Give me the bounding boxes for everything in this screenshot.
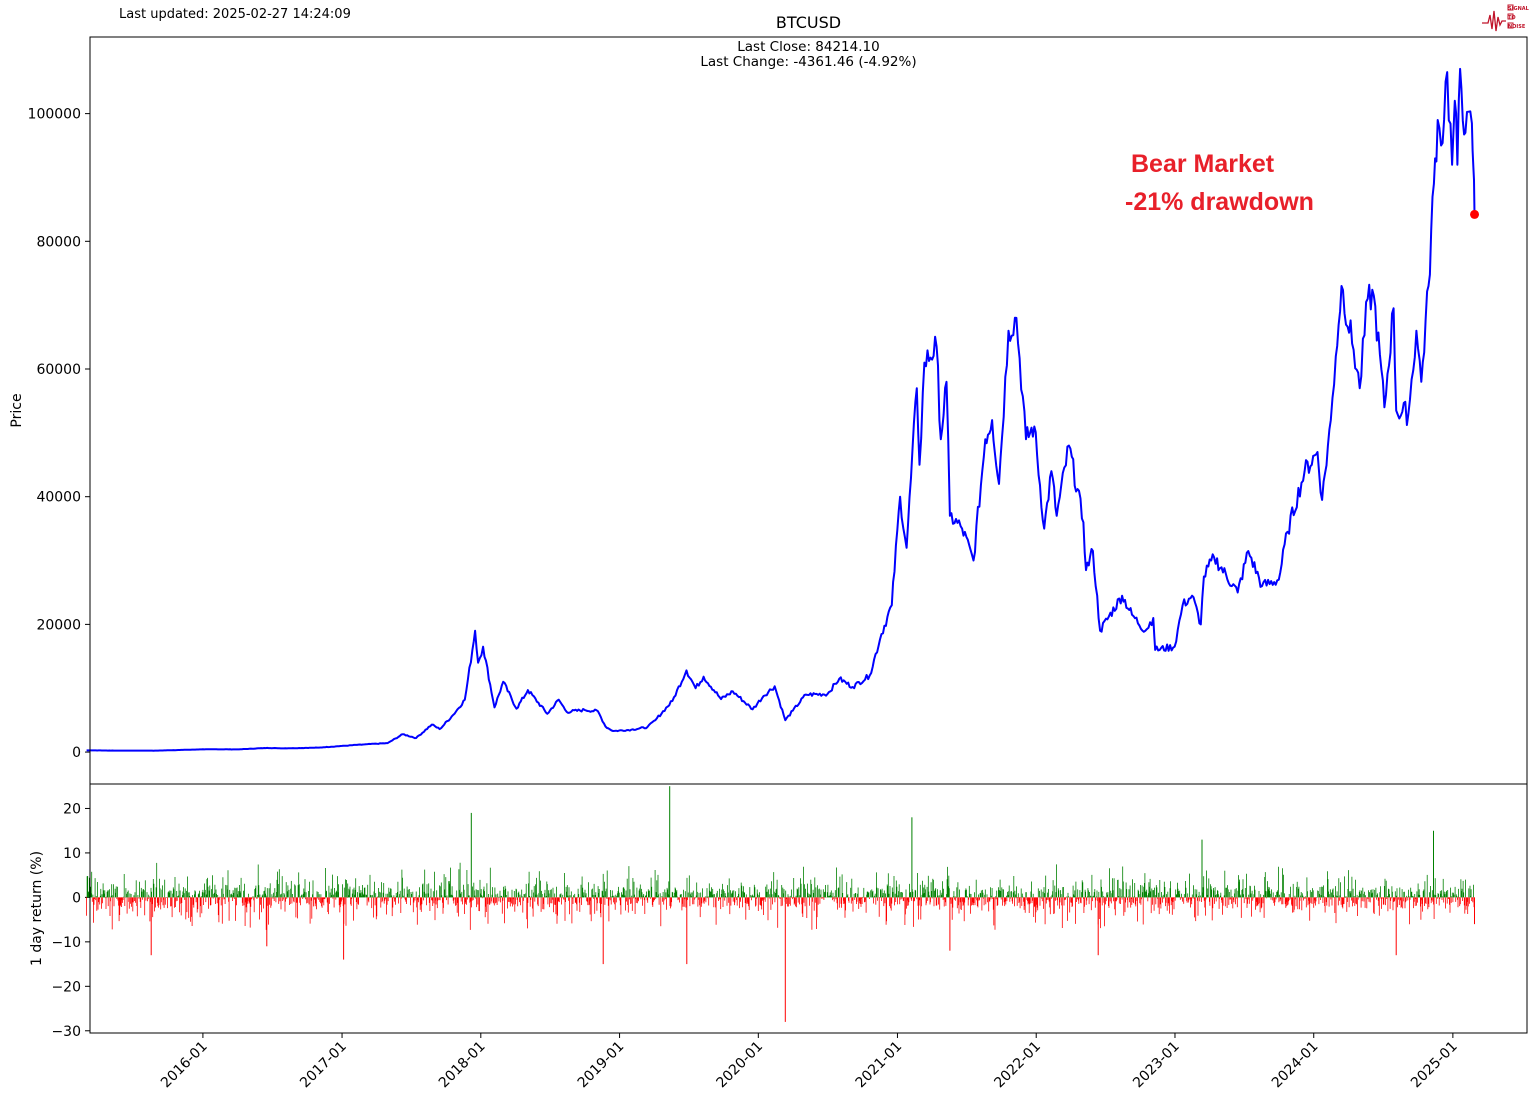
drawdown-annotation: -21% drawdown <box>1125 188 1314 216</box>
return-y-tick-label: −20 <box>51 979 81 995</box>
signal-to-noise-logo <box>1482 4 1514 32</box>
return-y-tick-label: −30 <box>51 1024 81 1040</box>
return-y-tick-label: −10 <box>51 935 81 951</box>
x-tick-label: 2020-01 <box>713 1039 766 1092</box>
logo-text-noise: NOISE <box>1508 24 1526 30</box>
return-plot-frame <box>89 783 1528 1034</box>
last-change-text: Last Change: -4361.46 (-4.92%) <box>700 54 916 70</box>
price-y-tick-label: 40000 <box>36 490 81 506</box>
price-axis-label: Price <box>9 393 25 427</box>
x-tick-label: 2016-01 <box>158 1039 211 1092</box>
bear-market-annotation: Bear Market <box>1131 150 1275 178</box>
last-close-marker <box>1470 209 1480 219</box>
return-y-tick-label: 10 <box>63 846 81 862</box>
x-tick-label: 2025-01 <box>1408 1039 1461 1092</box>
x-tick-label: 2019-01 <box>575 1039 628 1092</box>
return-axis-label: 1 day return (%) <box>29 851 45 966</box>
price-y-tick-label: 20000 <box>36 617 81 633</box>
x-tick-label: 2023-01 <box>1130 1039 1183 1092</box>
x-tick-label: 2018-01 <box>436 1039 489 1092</box>
price-y-tick-label: 100000 <box>28 107 81 123</box>
x-tick-label: 2021-01 <box>853 1039 906 1092</box>
x-tick-label: 2022-01 <box>991 1039 1044 1092</box>
chart-title: BTCUSD <box>776 13 841 32</box>
x-tick-label: 2017-01 <box>297 1039 350 1092</box>
last-close-text: Last Close: 84214.10 <box>737 39 879 55</box>
daily-return-bars <box>86 786 1475 1022</box>
logo-text-to: TO <box>1508 15 1516 21</box>
logo-text-signal: SIGNAL <box>1508 6 1529 12</box>
price-y-tick-label: 0 <box>72 745 81 761</box>
price-y-tick-label: 80000 <box>36 234 81 250</box>
x-tick-label: 2024-01 <box>1269 1039 1322 1092</box>
btc-price-line <box>86 67 1476 752</box>
price-y-tick-label: 60000 <box>36 362 81 378</box>
return-y-tick-label: 0 <box>72 890 81 906</box>
price-plot-frame <box>89 36 1528 785</box>
last-updated-text: Last updated: 2025-02-27 14:24:09 <box>119 7 351 22</box>
return-y-tick-label: 20 <box>63 801 81 817</box>
